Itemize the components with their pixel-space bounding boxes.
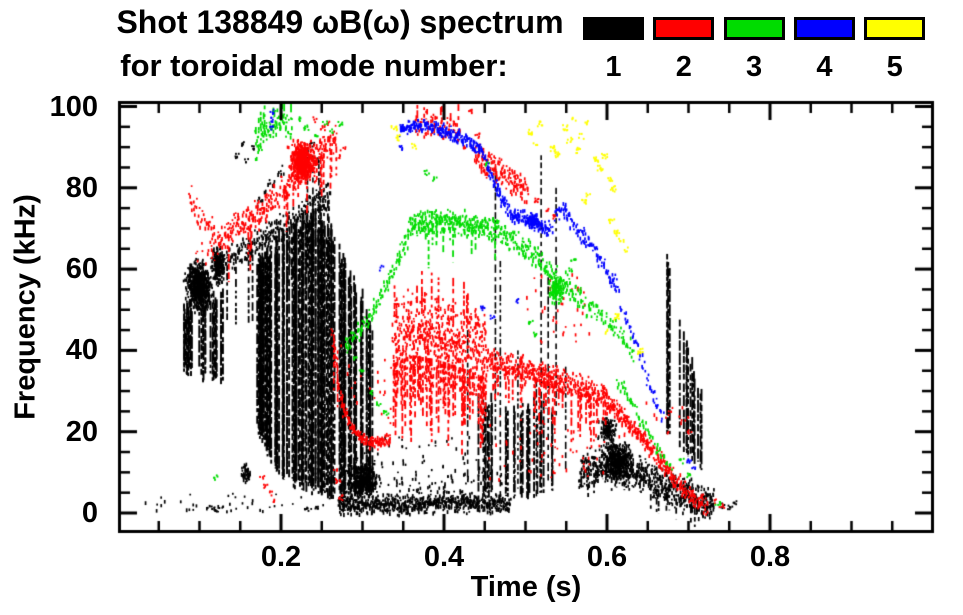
x-tick-label: 0.4	[423, 541, 465, 573]
legend-label-mode-5: 5	[886, 51, 903, 83]
x-tick-label: 0.2	[260, 541, 302, 573]
legend-swatch-mode-2	[653, 17, 715, 40]
legend-label-mode-4: 4	[816, 51, 833, 83]
legend-swatch-mode-1	[583, 17, 644, 40]
y-axis-title: Frequency (kHz)	[9, 194, 42, 420]
legend-swatch-mode-5	[864, 17, 926, 40]
legend-label-mode-2: 2	[675, 51, 692, 83]
chart-title: Shot 138849 ωB(ω) spectrum	[116, 4, 564, 40]
x-tick-label: 0.6	[586, 541, 628, 573]
legend-swatch-mode-3	[723, 17, 785, 40]
legend-label-mode-1: 1	[605, 51, 622, 83]
y-tick-label: 20	[65, 415, 98, 448]
y-tick-label: 100	[49, 90, 98, 123]
y-tick-label: 0	[81, 497, 98, 529]
legend-label-mode-3: 3	[746, 51, 763, 83]
chart-subtitle: for toroidal mode number:	[120, 48, 508, 83]
legend-swatch-mode-4	[793, 17, 855, 40]
y-tick-label: 60	[65, 253, 98, 286]
x-axis-title: Time (s)	[470, 571, 582, 603]
y-tick-label: 80	[65, 171, 98, 204]
y-tick-label: 40	[65, 334, 98, 367]
x-tick-label: 0.8	[749, 541, 791, 573]
